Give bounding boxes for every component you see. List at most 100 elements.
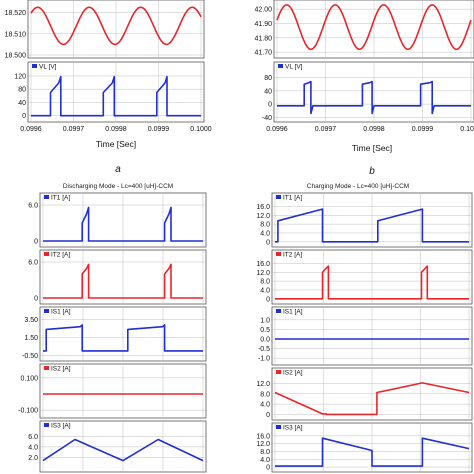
y-tick-label: 6.0 — [28, 260, 38, 267]
legend-label: IT1 [A] — [51, 195, 70, 202]
panel-chg-it2: 16.0 12.0 8.04.0 0 IT2 [A] — [256, 249, 473, 305]
legend-swatch — [32, 64, 37, 68]
x-tick-label: 0.0996 — [20, 126, 42, 133]
y-tick-label: -0.100 — [18, 408, 38, 415]
charging-title: Charging Mode - Lc=400 [uH]-CCM — [307, 183, 409, 190]
y-tick-label: 8.0 — [260, 391, 270, 398]
y-tick-label: 40 — [18, 100, 26, 107]
y-tick-label: 12.0 — [256, 381, 270, 388]
legend-swatch — [44, 423, 49, 427]
y-tick-label: 8.0 — [260, 222, 270, 229]
panel-b-top: 42.00 41.90 41.80 41.70 — [254, 0, 474, 59]
y-tick-label: 42.00 — [254, 7, 272, 14]
legend-swatch — [276, 425, 281, 429]
y-tick-label: 120 — [14, 73, 26, 80]
figure-label-a: a — [115, 164, 121, 175]
legend-swatch — [276, 370, 281, 374]
panel-b-bottom: 80 40 0 -40 0.0996 0.0997 0.0998 0.0999 0.1000 VL… — [262, 61, 474, 133]
legend-swatch — [276, 252, 281, 256]
y-tick-label: -0.50 — [22, 353, 38, 360]
y-tick-label: 0 — [268, 102, 272, 109]
series-line-a-top — [30, 6, 202, 46]
x-tick-label: 0.0999 — [412, 126, 434, 133]
y-tick-label: 4.0 — [260, 402, 270, 409]
y-tick-label: 16.0 — [256, 433, 270, 440]
y-tick-label: 4.0 — [260, 230, 270, 237]
series-line-it1 — [275, 208, 469, 243]
y-tick-label: 18.500 — [5, 53, 27, 60]
panel-chg-is1: 1.0 0.5 0.0 -0.5 -1.0 IS1 [A] — [258, 306, 473, 366]
legend-swatch — [276, 309, 281, 313]
y-tick-label: 16.0 — [256, 261, 270, 268]
x-tick-label: 0.0999 — [148, 126, 170, 133]
legend-label: VL [V] — [285, 64, 303, 71]
legend-label: IS1 [A] — [51, 309, 71, 316]
series-line-it1 — [43, 206, 203, 242]
legend-label: IT1 [A] — [283, 195, 302, 202]
y-tick-label: 4.0 — [28, 444, 38, 451]
legend-label: VL [V] — [39, 64, 57, 71]
legend-swatch — [44, 366, 49, 370]
x-tick-label: 0.0997 — [63, 126, 85, 133]
panel-chg-is3: 16.012.08.04.00 IS3 [A] — [256, 422, 473, 473]
y-tick-label: 18.520 — [5, 10, 27, 17]
y-tick-label: 18.510 — [5, 31, 27, 38]
legend-swatch — [278, 64, 283, 68]
x-axis-label-b: Time [Sec] — [352, 143, 392, 153]
series-line-is3 — [275, 437, 470, 467]
legend-swatch — [44, 252, 49, 256]
panel-dis-it1: 6.0 0 IT1 [A] — [28, 192, 207, 248]
y-tick-label: -1.0 — [258, 356, 270, 363]
series-line-vl — [31, 75, 201, 117]
y-tick-label: 0 — [34, 296, 38, 303]
panel-dis-is3: 6.0 4.0 2.0 IS3 [A] — [28, 420, 207, 473]
x-tick-label: 0.1000 — [190, 126, 212, 133]
y-tick-label: 0 — [266, 296, 270, 303]
panel-chg-it1: 16.0 12.0 8.04.0 0 IT1 [A] — [256, 192, 473, 248]
x-tick-label: 0.0998 — [363, 126, 385, 133]
legend-label: IT2 [A] — [283, 252, 302, 259]
y-tick-label: 41.90 — [254, 21, 272, 28]
x-tick-label: 0.0996 — [266, 126, 288, 133]
series-line-is3 — [42, 438, 204, 462]
x-tick-label: 0.1000 — [460, 126, 474, 133]
y-tick-label: 4.0 — [260, 287, 270, 294]
legend-swatch — [44, 309, 49, 313]
series-line-vl — [277, 80, 471, 115]
y-tick-label: 80 — [264, 75, 272, 82]
panel-dis-is2: 0.100 -0.100 IS2 [A] — [18, 363, 207, 419]
series-line-is2 — [274, 382, 470, 416]
x-tick-label: 0.0997 — [315, 126, 337, 133]
series-line-it2 — [43, 263, 203, 299]
x-tick-label: 0.0998 — [105, 126, 127, 133]
y-tick-label: -0.5 — [258, 346, 270, 353]
y-tick-label: 8.0 — [260, 279, 270, 286]
y-tick-label: 0 — [22, 113, 26, 120]
y-tick-label: 12.0 — [256, 270, 270, 277]
y-tick-label: 12.0 — [256, 441, 270, 448]
y-tick-label: 4.0 — [260, 457, 270, 464]
y-tick-label: 6.0 — [28, 203, 38, 210]
y-tick-label: 41.70 — [254, 50, 272, 57]
y-tick-label: 12.0 — [256, 213, 270, 220]
discharging-title: Discharging Mode - Lc=400 [uH]-CCM — [63, 183, 173, 190]
panel-chg-is2: 12.0 8.0 4.0 0 IS2 [A] — [256, 367, 473, 421]
legend-label: IS1 [A] — [283, 309, 303, 316]
series-line-it2 — [275, 265, 469, 300]
legend-label: IS2 [A] — [51, 366, 71, 373]
series-line-is1 — [43, 324, 203, 352]
panel-dis-it2: 6.0 0 IT2 [A] — [28, 249, 207, 305]
y-tick-label: 0.5 — [260, 327, 270, 334]
y-tick-label: 0 — [266, 239, 270, 246]
panel-a-top: 18.520 18.510 18.500 — [5, 0, 205, 60]
y-tick-label: 16.0 — [256, 204, 270, 211]
panel-dis-is1: 3.50 1.50 -0.50 IS1 [A] — [22, 306, 207, 362]
series-line-b-top — [276, 4, 472, 51]
y-tick-label: 0.0 — [260, 337, 270, 344]
y-tick-label: 41.80 — [254, 35, 272, 42]
y-tick-label: 80 — [18, 87, 26, 94]
legend-swatch — [276, 195, 281, 199]
y-tick-label: 0 — [34, 239, 38, 246]
figure-label-b: b — [369, 166, 375, 177]
